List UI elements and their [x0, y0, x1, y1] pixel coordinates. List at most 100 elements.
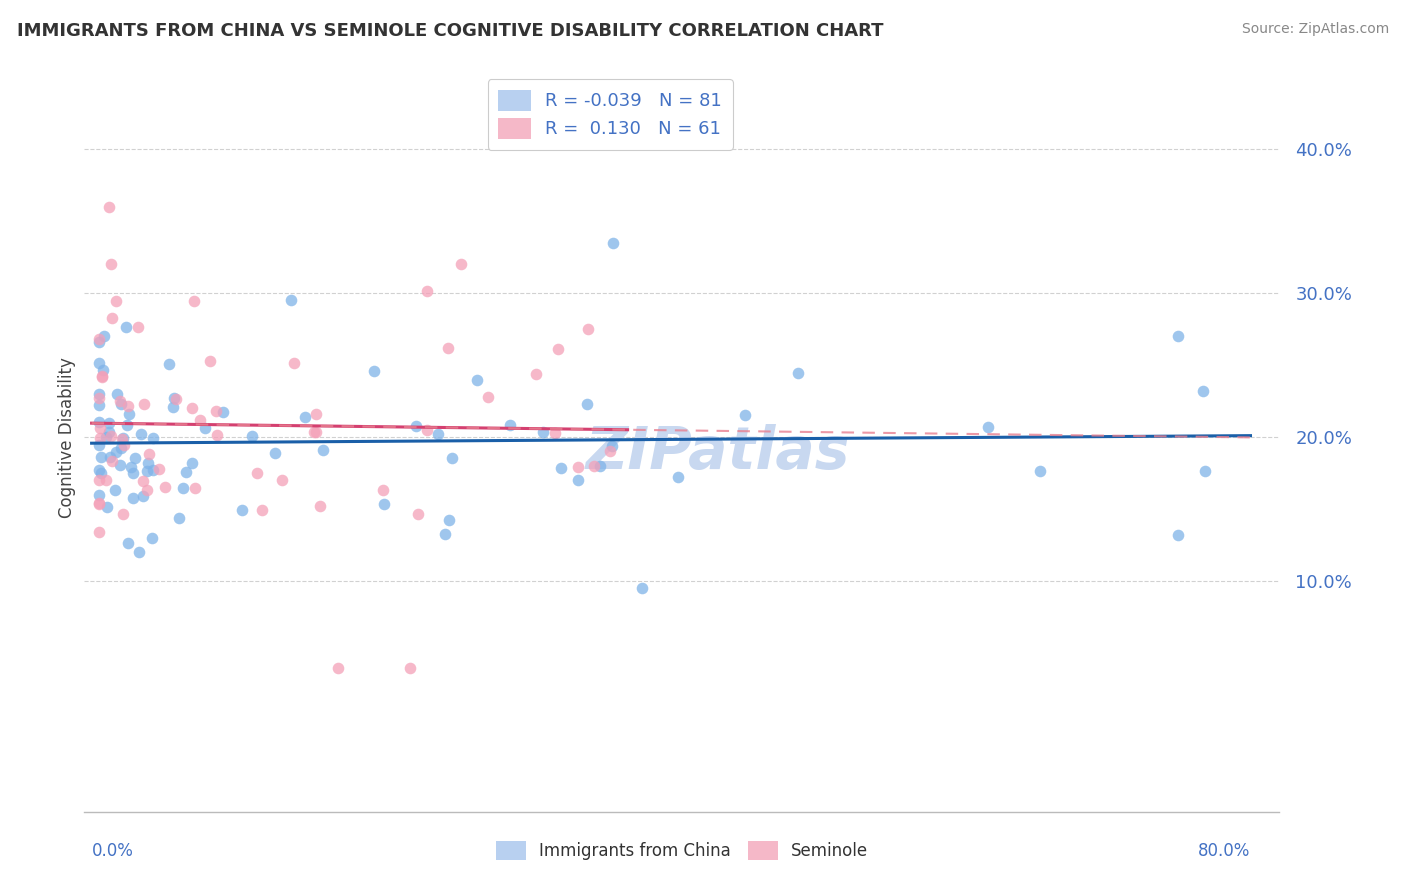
Point	[600, 439, 623, 453]
Point	[91, 363, 114, 377]
Point	[188, 413, 211, 427]
Point	[326, 660, 349, 674]
Point	[416, 424, 439, 438]
Point	[142, 463, 165, 477]
Point	[308, 500, 330, 514]
Point	[108, 458, 131, 472]
Point	[416, 285, 439, 299]
Point	[131, 426, 153, 441]
Point	[118, 408, 141, 422]
Point	[93, 328, 115, 343]
Point	[1029, 464, 1052, 478]
Point	[434, 526, 457, 541]
Point	[87, 332, 110, 346]
Point	[100, 257, 122, 271]
Point	[87, 488, 110, 502]
Point	[405, 419, 427, 434]
Point	[575, 397, 598, 411]
Point	[172, 481, 194, 495]
Point	[87, 415, 110, 429]
Point	[115, 319, 138, 334]
Point	[87, 495, 110, 509]
Point	[120, 460, 142, 475]
Point	[602, 235, 624, 250]
Point	[94, 473, 117, 487]
Point	[87, 497, 110, 511]
Point	[142, 431, 165, 445]
Point	[96, 430, 118, 444]
Text: 0.0%: 0.0%	[91, 842, 134, 860]
Point	[567, 460, 589, 475]
Point	[87, 438, 110, 452]
Point	[547, 343, 569, 357]
Point	[135, 464, 157, 478]
Point	[583, 459, 606, 474]
Point	[183, 293, 205, 308]
Point	[181, 456, 204, 470]
Text: IMMIGRANTS FROM CHINA VS SEMINOLE COGNITIVE DISABILITY CORRELATION CHART: IMMIGRANTS FROM CHINA VS SEMINOLE COGNIT…	[17, 22, 883, 40]
Point	[101, 454, 124, 468]
Point	[148, 462, 170, 476]
Point	[96, 500, 118, 514]
Point	[105, 294, 128, 309]
Point	[373, 497, 395, 511]
Point	[240, 428, 263, 442]
Point	[399, 660, 422, 674]
Point	[117, 535, 139, 549]
Point	[105, 445, 128, 459]
Point	[302, 425, 325, 440]
Text: 80.0%: 80.0%	[1198, 842, 1250, 860]
Point	[264, 446, 287, 460]
Point	[499, 417, 522, 432]
Point	[110, 442, 132, 456]
Point	[787, 367, 810, 381]
Point	[112, 438, 135, 452]
Point	[246, 466, 269, 480]
Text: Source: ZipAtlas.com: Source: ZipAtlas.com	[1241, 22, 1389, 37]
Point	[105, 387, 128, 401]
Point	[205, 404, 228, 418]
Point	[734, 408, 756, 422]
Point	[90, 466, 112, 480]
Point	[180, 401, 202, 416]
Point	[87, 356, 110, 370]
Point	[117, 418, 139, 433]
Point	[100, 428, 122, 442]
Point	[91, 370, 114, 384]
Point	[363, 364, 385, 378]
Point	[112, 507, 135, 521]
Point	[1167, 329, 1189, 343]
Point	[1192, 384, 1215, 398]
Point	[128, 545, 150, 559]
Point	[87, 334, 110, 349]
Point	[305, 425, 328, 439]
Point	[437, 513, 460, 527]
Point	[122, 466, 145, 480]
Point	[87, 387, 110, 401]
Point	[450, 257, 472, 271]
Point	[138, 447, 160, 461]
Point	[305, 407, 328, 421]
Point	[280, 293, 302, 307]
Point	[211, 405, 233, 419]
Point	[477, 390, 499, 404]
Point	[127, 320, 149, 334]
Point	[157, 357, 180, 371]
Point	[270, 473, 292, 487]
Point	[283, 356, 305, 370]
Point	[97, 416, 120, 430]
Point	[100, 450, 122, 464]
Point	[550, 461, 572, 475]
Point	[110, 397, 132, 411]
Point	[112, 431, 135, 445]
Point	[183, 481, 205, 495]
Point	[437, 341, 460, 355]
Point	[132, 489, 155, 503]
Point	[90, 450, 112, 465]
Point	[138, 456, 160, 470]
Point	[153, 480, 176, 494]
Point	[98, 425, 121, 440]
Point	[465, 373, 488, 387]
Point	[440, 450, 463, 465]
Point	[1167, 527, 1189, 541]
